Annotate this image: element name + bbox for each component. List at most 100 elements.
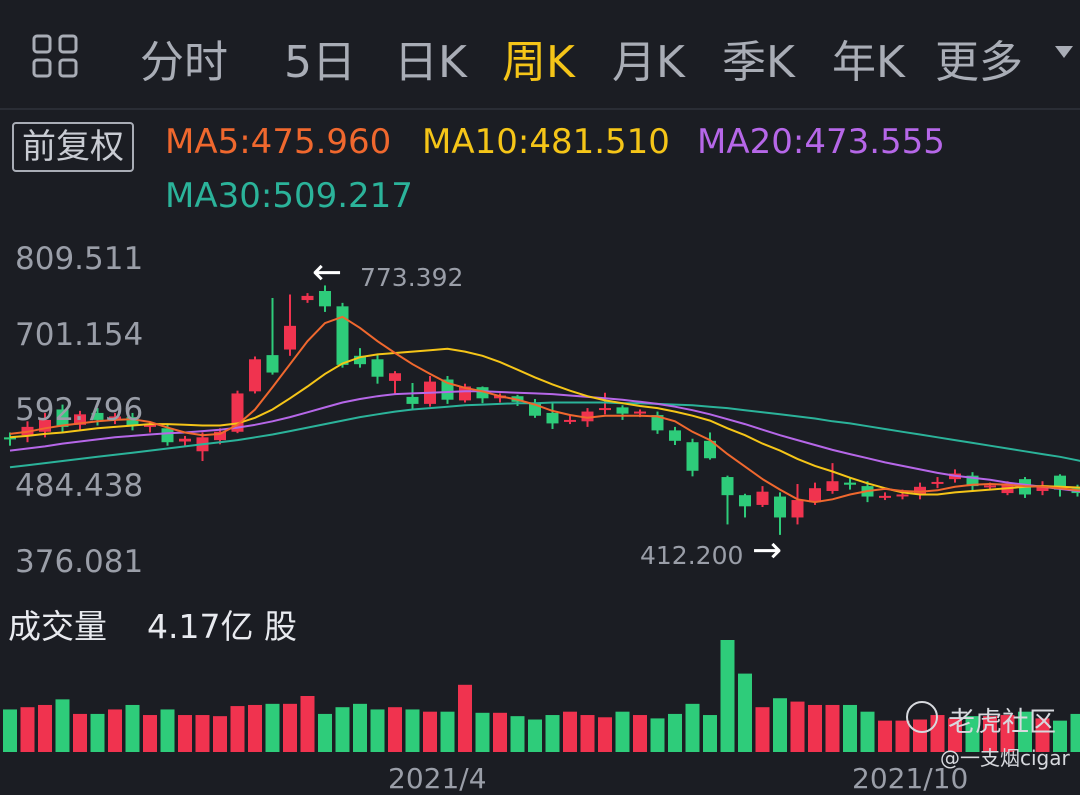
price-axis-label: 376.081 [15,544,143,580]
candle-body [914,487,926,494]
volume-bar [633,715,647,752]
left-arrow-icon: ← [312,252,342,293]
volume-bar [441,712,455,752]
ma10-line [10,349,1080,495]
candle-body [774,497,786,518]
candle-body [162,428,174,442]
volume-bar [248,705,262,752]
volume-bar [336,707,350,752]
ma20-line [10,391,1080,494]
volume-bar [266,704,280,752]
candle-body [739,495,751,506]
candle-body [179,439,191,442]
volume-bar [878,721,892,752]
volume-bar [598,717,612,752]
candle-body [757,492,769,505]
volume-bar [1071,714,1080,752]
volume-bar [493,713,507,752]
candle-body [599,408,611,410]
candle-body [617,407,629,413]
volume-bar [91,714,105,752]
price-axis-label: 701.154 [15,317,143,353]
volume-bar [476,713,490,752]
volume-bar [581,715,595,752]
candle-body [669,430,681,440]
volume-bar [283,704,297,752]
volume-bar [231,706,245,752]
volume-bar [301,696,315,752]
price-axis-label: 592.796 [15,392,143,428]
volume-bar [528,720,542,752]
volume-bar [458,685,472,752]
volume-label: 成交量 [8,600,107,648]
volume-bar [686,704,700,752]
price-axis-label: 484.438 [15,468,143,504]
candle-body [284,326,296,350]
volume-bar [353,704,367,752]
volume-bar [808,705,822,752]
volume-bar [668,714,682,752]
volume-bar [108,709,122,752]
candle-body [844,483,856,485]
volume-bar [196,715,210,752]
candle-body [932,482,944,484]
candle-body [722,477,734,495]
high-price-annotation: 773.392 [360,263,463,292]
volume-bar [213,716,227,752]
volume-bar [721,640,735,752]
volume-bar [406,709,420,752]
volume-bar [318,714,332,752]
candle-body [984,485,996,487]
right-arrow-icon: → [752,530,782,571]
volume-bar [371,709,385,752]
candle-body [389,373,401,381]
candle-body [879,496,891,498]
volume-bar [546,715,560,752]
low-price-annotation: 412.200 [640,541,743,570]
volume-bar [843,705,857,752]
volume-bar [563,712,577,752]
volume-bar [773,698,787,752]
volume-bar [511,716,525,752]
ma5-line [10,317,1080,502]
candle-body [897,494,909,496]
candle-body [634,412,646,414]
volume-bar [616,712,630,752]
candle-body [407,397,419,404]
volume-bar [21,707,35,752]
candle-body [687,442,699,471]
price-axis-label: 809.511 [15,241,143,277]
candle-body [792,500,804,517]
candle-body [372,359,384,376]
volume-bar [3,709,17,752]
watermark-user: @一支烟cigar [940,742,1070,771]
x-axis-label: 2021/4 [388,762,487,795]
volume-bar [791,702,805,752]
candle-body [337,306,349,365]
candle-body [267,355,279,372]
volume-bar [861,712,875,752]
candle-body [564,420,576,422]
candle-body [547,413,559,423]
volume-bar [756,707,770,752]
candle-body [319,291,331,306]
volume-value: 4.17亿 股 [147,600,297,648]
volume-bar [388,707,402,752]
watermark-brand: 老虎社区 [948,700,1056,739]
volume-bar [126,705,140,752]
candle-body [302,296,314,300]
volume-bar [826,705,840,752]
volume-bar [738,674,752,752]
volume-bar [38,705,52,752]
volume-bar [178,715,192,752]
candle-body [809,488,821,502]
volume-bar [651,718,665,752]
volume-bar [423,712,437,752]
volume-bar [703,715,717,752]
volume-bar [143,715,157,752]
tiger-logo-icon [906,701,938,733]
candle-body [827,481,839,491]
volume-bar [161,709,175,752]
candle-body [249,359,261,391]
